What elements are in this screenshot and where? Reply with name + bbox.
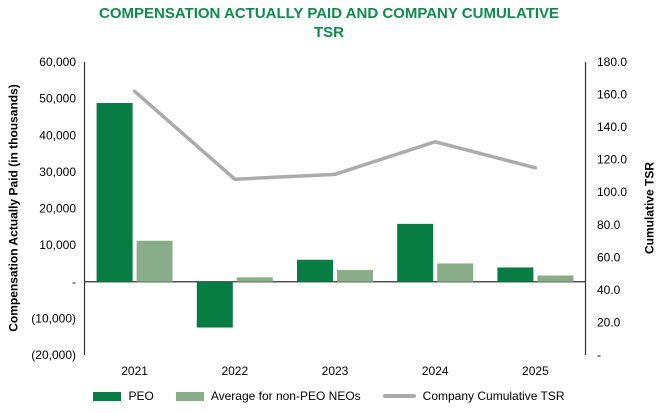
left-axis-tick-label: 50,000 <box>39 92 76 106</box>
x-axis-year-label: 2022 <box>221 364 248 378</box>
left-axis-tick-label: - <box>72 275 76 289</box>
legend: PEO Average for non-PEO NEOs Company Cum… <box>0 389 658 403</box>
tsr-line <box>132 89 538 181</box>
right-axis-tick-label: 100.0 <box>597 185 627 199</box>
right-axis-tick-label: - <box>597 348 601 362</box>
right-axis-tick-label: 80.0 <box>597 218 621 232</box>
x-axis-year-label: 2023 <box>322 364 349 378</box>
peo-swatch-icon <box>93 391 122 401</box>
x-axis-year-label: 2021 <box>121 364 148 378</box>
left-axis-tick-label: 30,000 <box>39 165 76 179</box>
tsr-line-swatch-icon <box>382 394 416 398</box>
non-peo-swatch-icon <box>175 391 204 401</box>
right-axis-tick-label: 180.0 <box>597 55 627 69</box>
non-peo-bar-2021 <box>136 240 173 282</box>
peo-bar-2025 <box>497 267 534 282</box>
chart-title: COMPENSATION ACTUALLY PAID AND COMPANY C… <box>0 4 658 42</box>
left-axis-tick-label: 40,000 <box>39 128 76 142</box>
legend-label-non-peo: Average for non-PEO NEOs <box>210 389 361 403</box>
non-peo-bar-2022 <box>236 277 273 282</box>
left-axis-tick-label: (10,000) <box>31 311 76 325</box>
non-peo-bar-2025 <box>537 275 574 282</box>
left-axis-tick-label: 20,000 <box>39 202 76 216</box>
legend-item-peo: PEO <box>93 389 154 403</box>
x-axis-year-label: 2024 <box>422 364 449 378</box>
right-axis-tick-label: 20.0 <box>597 315 621 329</box>
x-axis-year-label: 2025 <box>522 364 549 378</box>
right-axis-tick-label: 60.0 <box>597 250 621 264</box>
peo-bar-2024 <box>397 223 434 282</box>
right-axis-tick-label: 160.0 <box>597 88 627 102</box>
peo-bar-2022 <box>196 281 233 328</box>
non-peo-bar-2024 <box>437 263 474 282</box>
left-axis-tick-label: (20,000) <box>31 348 76 362</box>
legend-item-non-peo: Average for non-PEO NEOs <box>175 389 361 403</box>
right-axis-tick-label: 120.0 <box>597 153 627 167</box>
legend-label-peo: PEO <box>128 389 154 403</box>
non-peo-bar-2023 <box>337 270 373 282</box>
legend-item-tsr: Company Cumulative TSR <box>382 389 565 403</box>
right-axis-tick-label: 40.0 <box>597 283 621 297</box>
chart-title-text: COMPENSATION ACTUALLY PAID AND COMPANY C… <box>98 5 559 41</box>
legend-label-tsr: Company Cumulative TSR <box>422 389 565 403</box>
peo-bar-2021 <box>96 103 133 282</box>
right-axis-tick-label: 140.0 <box>597 120 627 134</box>
peo-bar-2023 <box>297 259 333 282</box>
left-axis-tick-label: 10,000 <box>39 238 76 252</box>
left-axis-tick-label: 60,000 <box>39 55 76 69</box>
